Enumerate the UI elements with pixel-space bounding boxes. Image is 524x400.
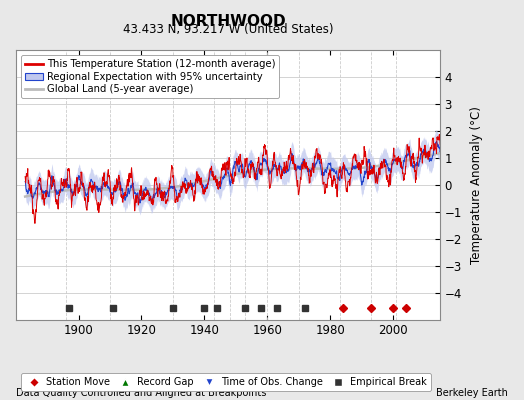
Y-axis label: Temperature Anomaly (°C): Temperature Anomaly (°C) bbox=[470, 106, 483, 264]
Text: Data Quality Controlled and Aligned at Breakpoints: Data Quality Controlled and Aligned at B… bbox=[16, 388, 266, 398]
Text: 43.433 N, 93.217 W (United States): 43.433 N, 93.217 W (United States) bbox=[123, 23, 333, 36]
Text: NORTHWOOD: NORTHWOOD bbox=[170, 14, 286, 29]
Legend: This Temperature Station (12-month average), Regional Expectation with 95% uncer: This Temperature Station (12-month avera… bbox=[21, 55, 279, 98]
Text: Berkeley Earth: Berkeley Earth bbox=[436, 388, 508, 398]
Legend: Station Move, Record Gap, Time of Obs. Change, Empirical Break: Station Move, Record Gap, Time of Obs. C… bbox=[20, 373, 431, 391]
